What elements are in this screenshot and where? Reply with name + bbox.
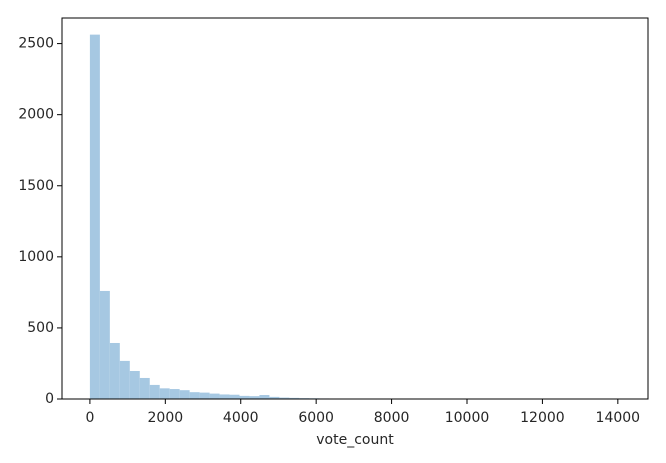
bar <box>149 384 160 399</box>
bar <box>169 389 180 399</box>
x-axis-label: vote_count <box>316 432 394 448</box>
x-tick-label: 0 <box>85 410 94 426</box>
y-tick-label: 500 <box>27 320 54 336</box>
bar <box>129 370 140 399</box>
bar <box>179 390 190 399</box>
bar <box>159 388 170 399</box>
bar <box>219 394 230 399</box>
bar <box>139 377 150 399</box>
x-tick-label: 2000 <box>148 410 184 426</box>
x-tick-label: 6000 <box>298 410 334 426</box>
bar <box>119 360 130 399</box>
y-tick-label: 1500 <box>18 178 54 194</box>
x-tick-label: 12000 <box>520 410 565 426</box>
bar <box>109 342 120 399</box>
bar <box>289 397 300 399</box>
bar <box>259 395 270 399</box>
bar <box>229 394 240 399</box>
x-tick-label: 14000 <box>596 410 641 426</box>
bar <box>239 395 250 399</box>
x-tick-label: 10000 <box>445 410 490 426</box>
bar <box>99 290 110 399</box>
y-tick-label: 2000 <box>18 107 54 123</box>
bar <box>209 393 220 399</box>
bar <box>189 392 200 399</box>
bar <box>89 34 100 399</box>
plot-frame <box>61 17 649 400</box>
bar <box>269 396 280 399</box>
y-tick-label: 1000 <box>18 249 54 265</box>
x-tick-label: 8000 <box>374 410 410 426</box>
x-tick-label: 4000 <box>223 410 259 426</box>
bar <box>279 397 290 399</box>
y-tick-label: 2500 <box>18 36 54 52</box>
bar <box>249 396 260 399</box>
bar <box>199 392 210 399</box>
y-tick-label: 0 <box>45 391 54 407</box>
